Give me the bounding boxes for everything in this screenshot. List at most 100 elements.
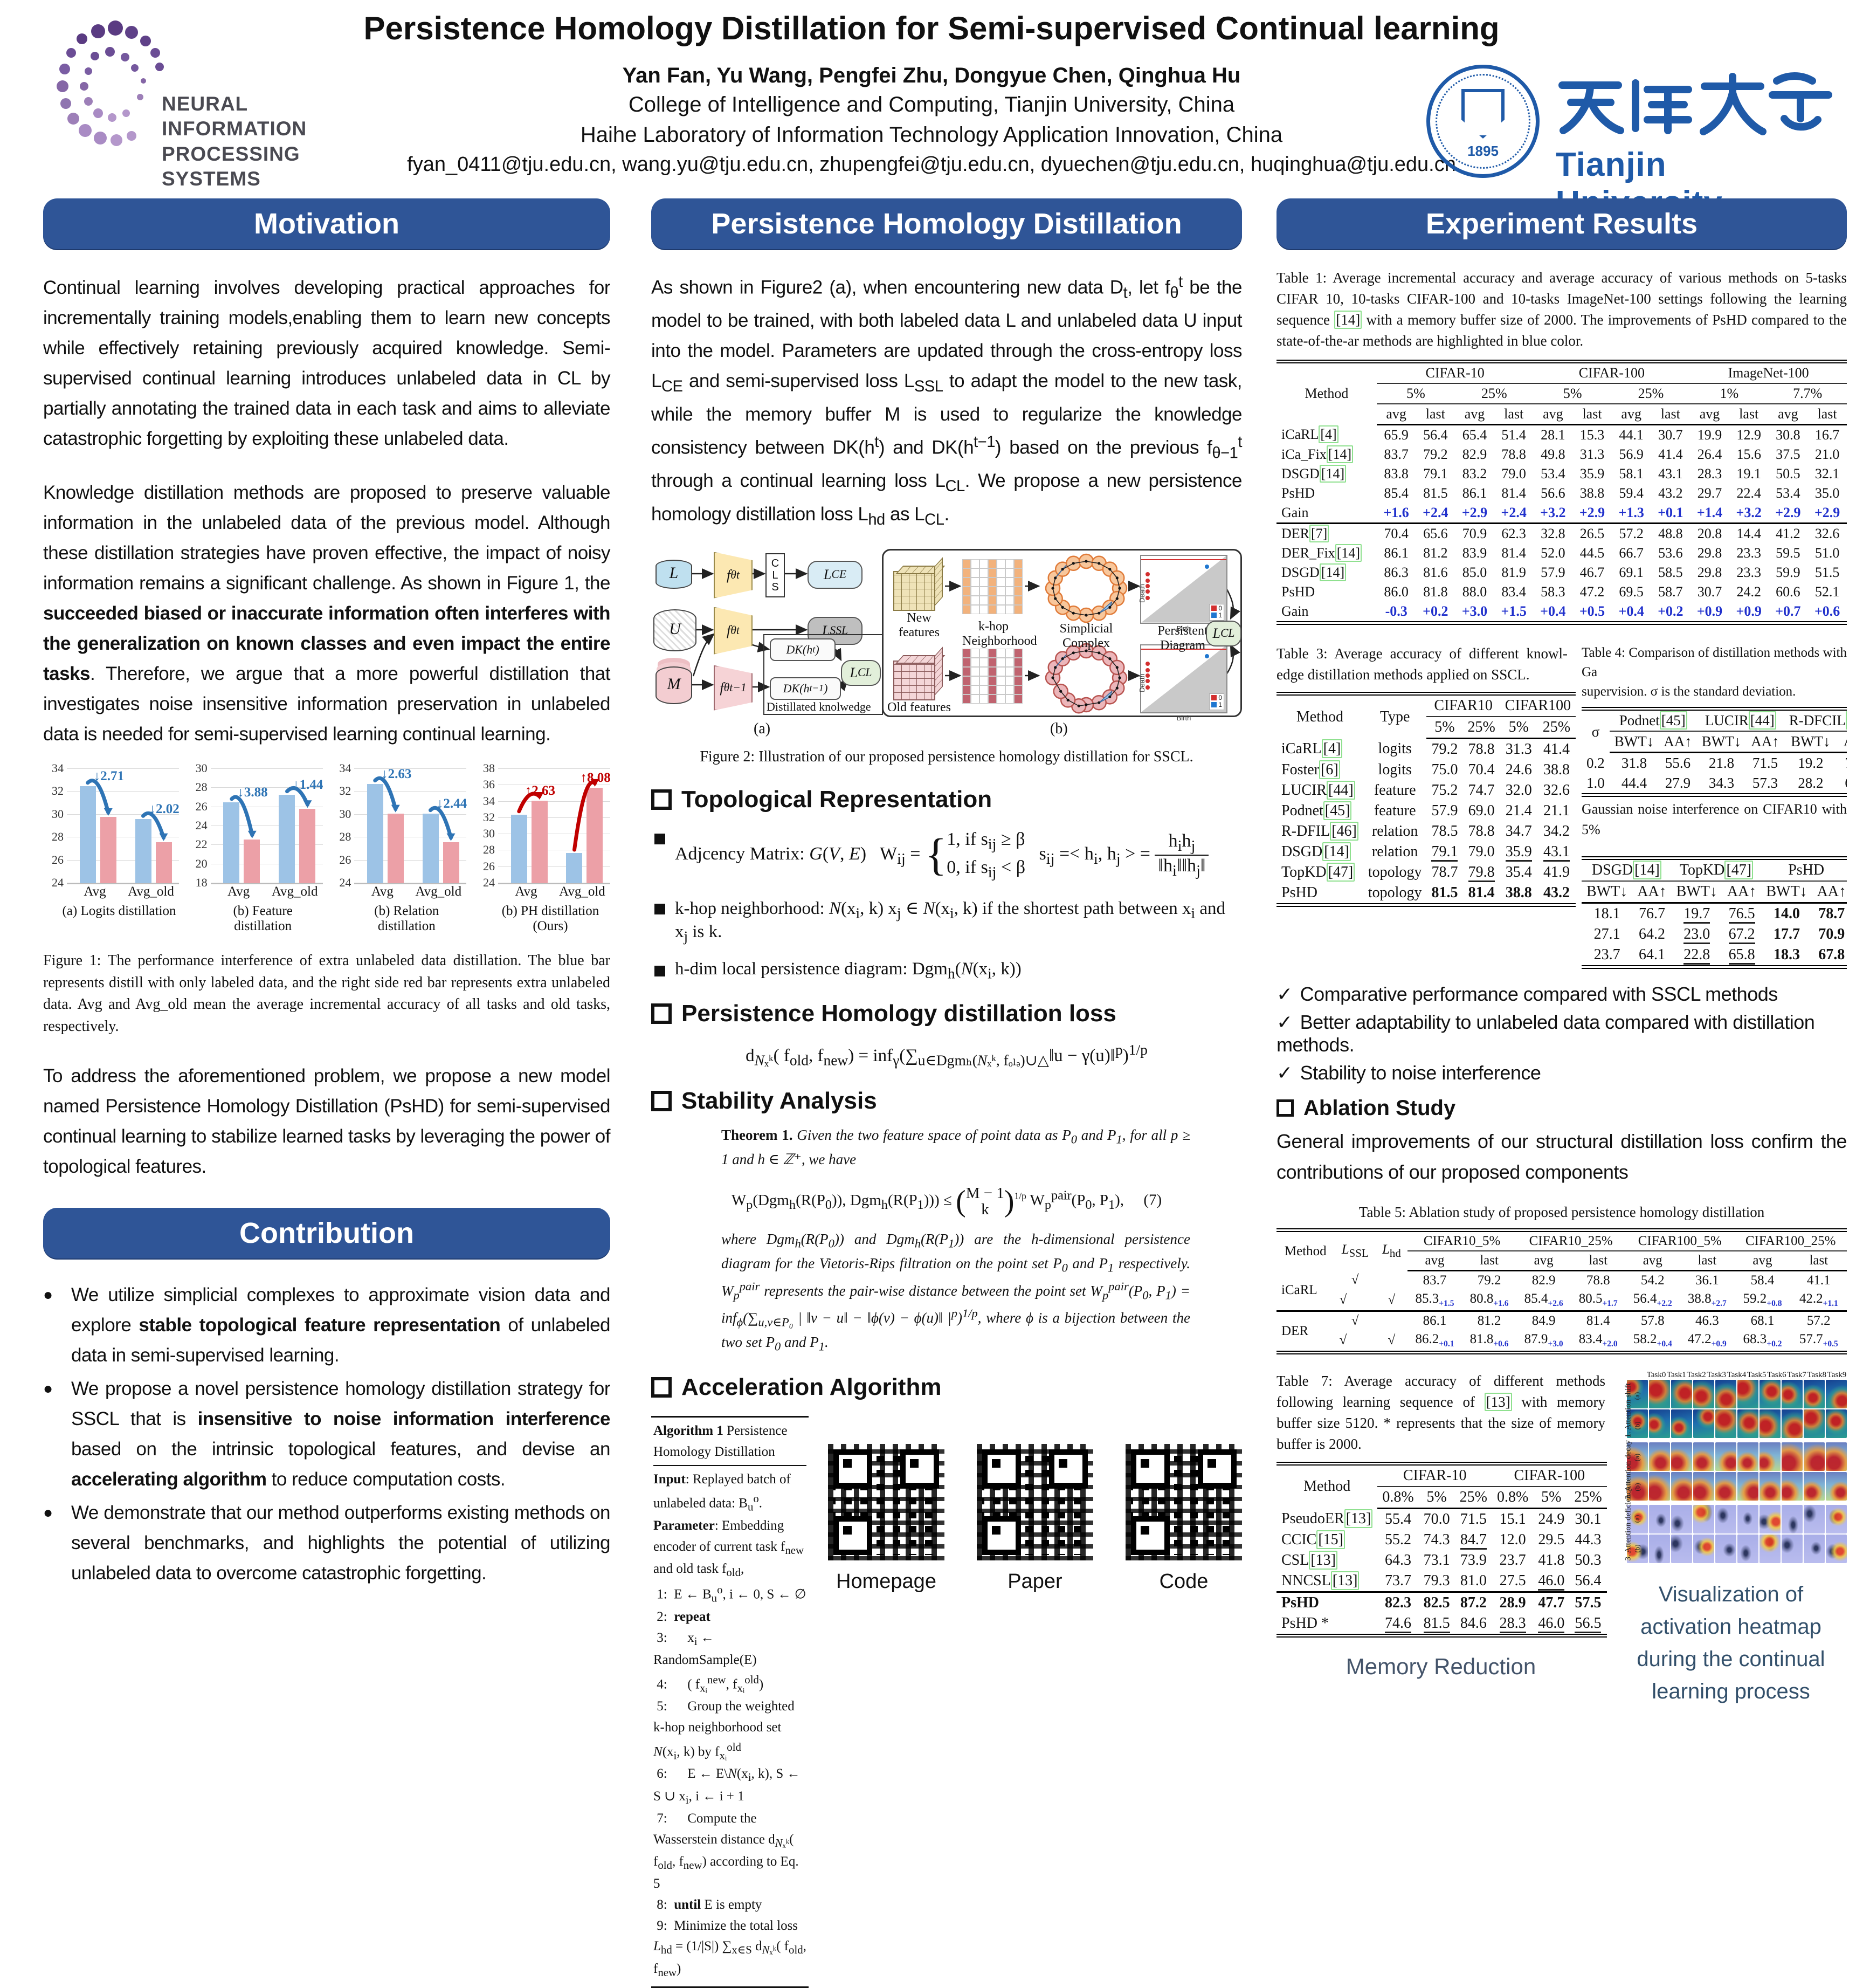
- axis-tick-label: 34: [339, 761, 351, 775]
- table-header-cell: 5%: [1426, 716, 1463, 739]
- table-cell: 79.0: [1468, 843, 1495, 860]
- table-cell: 28.1: [1541, 427, 1565, 443]
- table-header-cell: avg: [1625, 1251, 1680, 1271]
- table-cell: Podnet [45]: [1276, 801, 1363, 821]
- table-cell: logits: [1378, 740, 1412, 758]
- hollow-square-icon: [651, 1090, 672, 1111]
- figure2-panel-b: New features Birth Death 0 1 Old features B…: [882, 548, 1242, 722]
- table-cell: 71.5: [1460, 1510, 1487, 1528]
- table-cell: 59.2+0.8: [1743, 1291, 1782, 1309]
- table-cell: 76.5: [1722, 903, 1761, 924]
- mini-bar-chart: 24 26 28 30 32 34 ↓2.71 ↓2.02 Avg Avg_old (a) Logi…: [43, 761, 180, 934]
- table-header-cell: last: [1790, 1251, 1847, 1271]
- table-cell: 51.4: [1501, 427, 1526, 443]
- heatmap-cell: [1671, 1442, 1692, 1471]
- table-cell: 86.1: [1462, 485, 1487, 501]
- heatmap-cell: [1737, 1442, 1758, 1471]
- table-cell: 58.4: [1750, 1273, 1775, 1288]
- table-cell: 85.3+1.5: [1415, 1291, 1454, 1309]
- table-header-cell: BWT↓: [1696, 731, 1747, 754]
- table-cell: iCaRL [4]: [1276, 738, 1363, 760]
- table-cell: feature: [1374, 802, 1416, 819]
- loss-cl-pill-b: L CL: [1206, 620, 1241, 646]
- table-cell: 29.8: [1697, 564, 1722, 580]
- table-cell: 57.3: [1752, 775, 1778, 792]
- table-header-cell: CIFAR-100: [1492, 1463, 1607, 1487]
- table-cell: 16.7: [1814, 427, 1840, 443]
- table-cell: 78.5: [1431, 822, 1458, 840]
- axis-tick-label: 28: [482, 843, 495, 857]
- table-cell: PseudoER [13]: [1276, 1508, 1377, 1530]
- bar-labeled-only: [79, 786, 96, 883]
- hollow-square-icon: [651, 1003, 672, 1024]
- table-header-cell: AA↑: [1812, 881, 1847, 904]
- table-header-cell: last: [1680, 1251, 1735, 1271]
- bar-labeled-only: [223, 802, 240, 883]
- heatmap-cell: [1826, 1409, 1847, 1439]
- table-header-cell: 25%: [1611, 383, 1690, 404]
- table-header-cell: last: [1416, 403, 1455, 425]
- table-cell: 23.0: [1672, 924, 1722, 945]
- axis-tick-label: 24: [195, 818, 208, 832]
- finding-item: ✓ Stability to noise interference: [1276, 1061, 1541, 1084]
- table-row: Gain -0.3 +0.2 +3.0 +1.5 +0.4 +0.5 +0.4 +0.2 +0.9…: [1276, 602, 1847, 623]
- algorithm-box: Algorithm 1 Persistence Homology Distill…: [651, 1416, 809, 1988]
- heatmap-cell: [1649, 1409, 1670, 1439]
- table-header-cell: AA↑: [1837, 731, 1847, 754]
- table-header-cell: CIFAR-10: [1377, 1463, 1492, 1487]
- table-header-cell: avg: [1611, 403, 1651, 425]
- table-cell: LUCIR [44]: [1276, 780, 1363, 801]
- heatmap-subrow-label: (a): [1633, 1515, 1641, 1523]
- table-cell: 58.3: [1541, 583, 1565, 600]
- table-header-cell: avg: [1516, 1251, 1571, 1271]
- heatmap-cell: [1693, 1409, 1714, 1439]
- axis-tick-label: 30: [339, 807, 351, 821]
- chart-caption: (b) PH distillation (Ours): [501, 904, 599, 933]
- bar-extra-unlabeled: [531, 801, 548, 883]
- table-cell: 41.1: [1806, 1273, 1831, 1288]
- table-cell: 36.1: [1695, 1273, 1719, 1288]
- table-header-cell: BWT↓: [1671, 881, 1722, 904]
- table-cell: 73.7: [1385, 1572, 1411, 1589]
- table-cell: iCaRL [4]: [1276, 424, 1377, 445]
- axis-tick-label: 20: [195, 856, 208, 870]
- chart-annotation: ↑2.63: [525, 783, 555, 799]
- pd-xlabel: Birth: [1176, 624, 1191, 632]
- finding-item: ✓ Better adaptability to unlabeled data c…: [1276, 1010, 1815, 1056]
- mini-bar-chart: 24 26 28 30 32 34 ↓2.63 ↓2.44 Avg Avg_old (b) Rela…: [330, 761, 467, 934]
- table-cell: +0.4: [1618, 603, 1644, 619]
- axis-tick-label: 38: [482, 761, 495, 775]
- table-cell: 78.7: [1431, 863, 1458, 881]
- table-cell: 56.5: [1569, 1613, 1606, 1636]
- heatmap-task-label: Task5: [1747, 1371, 1767, 1380]
- table-cell: TopKD [47]: [1276, 862, 1363, 883]
- table-cell: 57.9: [1431, 802, 1458, 819]
- table-cell: √: [1351, 1272, 1359, 1288]
- authors: Yan Fan, Yu Wang, Pengfei Zhu, Dongyue C…: [622, 64, 1241, 87]
- memory-reduction-label: Memory Reduction: [1346, 1653, 1536, 1679]
- table3: Method Type CIFAR10 CIFAR100 5% 25% 5% 25% iCaRL…: [1276, 691, 1576, 907]
- filled-square-icon: [654, 965, 665, 976]
- table-cell: CSL [13]: [1276, 1550, 1377, 1571]
- heatmap-cell: [1671, 1535, 1692, 1564]
- table-cell: 87.9+3.0: [1524, 1332, 1563, 1349]
- table-cell: 70.4: [1376, 522, 1416, 544]
- labeled-data-cylinder: L: [656, 559, 692, 589]
- table-cell: 35.0: [1814, 485, 1840, 501]
- category-label: Avg: [84, 884, 106, 899]
- table-row: √ √ 86.2+0.1 81.8+0.6 87.9+3.0 83.4+2.0 58.2+0…: [1276, 1330, 1847, 1353]
- axis-tick-label: 32: [339, 784, 351, 798]
- table-cell: DSGD [14]: [1276, 842, 1363, 862]
- qr-code-row: Homepage Paper Code: [828, 1444, 1242, 1593]
- axis-tick-label: 30: [195, 761, 208, 775]
- algorithm-line: 8: until E is empty: [653, 1897, 762, 1912]
- table-header-cell: DSGD [14]: [1582, 858, 1672, 882]
- heatmap-cell: [1737, 1505, 1758, 1534]
- heatmap-cell: [1649, 1535, 1670, 1564]
- table-row: DSGD [14] relation 79.1 79.0 35.9 43.1: [1276, 842, 1576, 862]
- table-cell: +2.4: [1423, 504, 1448, 520]
- table-cell: 80.8+1.6: [1469, 1291, 1509, 1309]
- table7-caption: Table 7: Average accuracy of different m…: [1276, 1373, 1606, 1453]
- table-header-cell: 25%: [1569, 1486, 1607, 1509]
- table-cell: 68.3+0.2: [1743, 1332, 1782, 1349]
